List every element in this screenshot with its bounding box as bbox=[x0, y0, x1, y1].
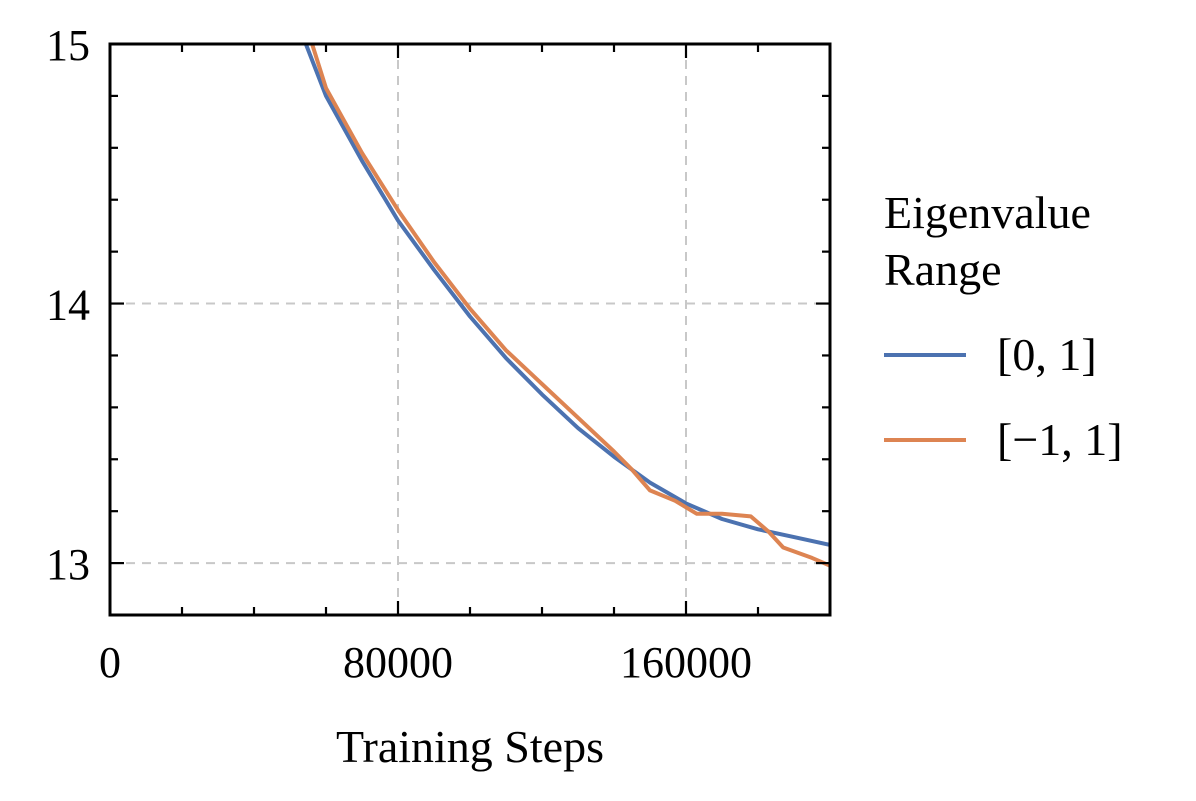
tick-labels: 0 80000 160000 13 14 15 bbox=[46, 21, 752, 687]
series-line-0 bbox=[303, 44, 830, 547]
x-tick-label: 0 bbox=[99, 638, 121, 687]
series-line-1 bbox=[310, 44, 830, 568]
series-layer bbox=[303, 44, 830, 568]
x-tick-label: 160000 bbox=[620, 638, 752, 687]
x-axis-title: Training Steps bbox=[336, 721, 604, 772]
grid-lines bbox=[110, 44, 830, 615]
legend-label: [0, 1] bbox=[997, 329, 1097, 380]
axis-ticks bbox=[110, 44, 830, 615]
legend: Eigenvalue Range [0, 1] [−1, 1] bbox=[884, 187, 1123, 465]
y-tick-label: 15 bbox=[46, 21, 90, 70]
legend-title-line: Eigenvalue bbox=[884, 187, 1091, 238]
legend-title-line: Range bbox=[884, 244, 1002, 295]
plot-frame bbox=[108, 42, 832, 617]
legend-label: [−1, 1] bbox=[997, 414, 1123, 465]
y-tick-label: 13 bbox=[46, 540, 90, 589]
y-tick-label: 14 bbox=[46, 281, 90, 330]
x-tick-label: 80000 bbox=[343, 638, 453, 687]
